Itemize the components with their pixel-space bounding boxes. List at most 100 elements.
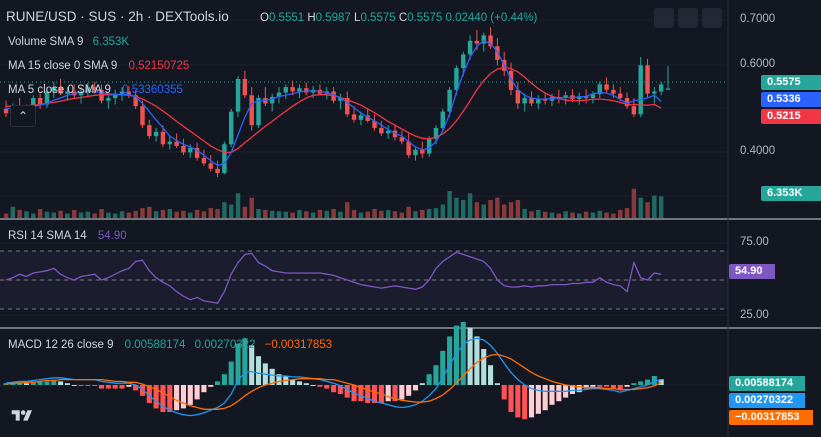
candle-body <box>290 87 295 92</box>
candle-body <box>604 84 609 90</box>
volume-bar <box>413 211 418 218</box>
volume-bar <box>454 197 459 218</box>
volume-bar <box>85 211 91 218</box>
candle-body <box>188 148 193 153</box>
candle-body <box>385 130 391 134</box>
volume-bar <box>331 209 336 218</box>
macd-histogram-bar <box>310 385 316 386</box>
candle-body <box>618 93 623 98</box>
ma5-legend-label: MA 5 close 0 SMA 9 <box>8 84 111 96</box>
signal-tag: 0.00270322 <box>729 393 805 408</box>
candle-body <box>529 98 534 104</box>
macd-histogram-bar <box>556 385 562 402</box>
volume-bar <box>228 204 234 218</box>
volume-bar <box>304 211 309 218</box>
candle-body <box>351 114 357 120</box>
volume-bar <box>215 209 220 218</box>
candle-body <box>447 89 452 112</box>
chart-fullscreen-button[interactable] <box>678 8 698 28</box>
volume-bar <box>269 210 275 218</box>
candle-body <box>365 115 370 121</box>
macd-histogram-bar <box>604 385 610 387</box>
macd-histogram-bar <box>638 381 644 385</box>
symbol-title[interactable]: RUNE/USD · SUS · 2h · DEXTools.io <box>6 9 229 24</box>
macd-histogram-bar <box>460 322 466 385</box>
ma5-legend[interactable]: MA 5 close 0 SMA 9 0.53360355 <box>8 83 183 97</box>
close-label: C <box>398 12 408 24</box>
ma5-price-tag: 0.5336 <box>761 92 821 107</box>
macd-legend-label: MACD 12 26 close 9 <box>8 339 114 351</box>
tradingview-logo[interactable] <box>10 408 34 424</box>
macd-histogram-bar <box>44 381 50 385</box>
ma15-legend-label: MA 15 close 0 SMA 9 <box>8 60 118 72</box>
macd-histogram-bar <box>235 343 241 385</box>
candle-body <box>638 65 643 115</box>
rsi-tick-label: 75.00 <box>740 236 769 248</box>
candle-body <box>481 35 486 44</box>
volume-legend-value: 6.353K <box>92 36 130 48</box>
volume-bar <box>420 209 425 218</box>
candle-body <box>379 127 384 134</box>
macd-legend[interactable]: MACD 12 26 close 9 0.00588174 0.00270322… <box>8 338 332 352</box>
candle-body <box>201 157 207 164</box>
macd-legend-v2: 0.00270322 <box>194 339 256 351</box>
volume-bar <box>201 211 207 218</box>
volume-bar <box>440 204 446 218</box>
macd-histogram-bar <box>242 338 248 385</box>
macd-histogram-bar <box>501 385 507 400</box>
candle-body <box>624 98 630 107</box>
macd-histogram-bar <box>392 385 398 402</box>
volume-bar <box>563 211 568 218</box>
candle-body <box>256 98 261 126</box>
macd-histogram-bar <box>569 385 576 394</box>
macd-histogram-bar <box>139 385 146 396</box>
volume-bar <box>365 211 370 218</box>
macd-histogram-bar <box>617 385 623 391</box>
volume-bars <box>3 188 664 218</box>
macd-histogram-bar <box>344 385 350 398</box>
macd-histogram-bar <box>453 325 459 385</box>
macd-histogram-bar <box>105 385 111 389</box>
candle-body <box>140 106 145 126</box>
volume-bar <box>72 209 77 218</box>
volume-bar <box>51 212 56 218</box>
candle-body <box>542 99 548 101</box>
macd-histogram-bar <box>535 385 541 414</box>
ma15-price-tag: 0.5215 <box>761 109 821 124</box>
macd-histogram-bar <box>51 379 57 385</box>
candle-body <box>133 95 138 107</box>
ma15-legend[interactable]: MA 15 close 0 SMA 9 0.52150725 <box>8 59 189 73</box>
volume-bar <box>58 210 63 218</box>
candle-body <box>461 54 466 69</box>
macd-histogram-bar <box>631 383 637 385</box>
volume-bar <box>611 213 616 218</box>
macd-histogram-bar <box>474 336 480 385</box>
candle-body <box>37 98 43 105</box>
chart-snapshot-button[interactable] <box>702 8 722 28</box>
collapse-legend-button[interactable]: ⌃ <box>10 105 36 127</box>
volume-bar <box>174 211 179 218</box>
macd-histogram-bar <box>337 385 343 394</box>
volume-bar <box>92 213 97 218</box>
volume-bar <box>283 211 289 218</box>
macd-histogram-bar <box>433 365 439 385</box>
macd-line <box>5 337 662 417</box>
volume-bar <box>379 210 384 218</box>
volume-bar <box>549 212 555 218</box>
candle-body <box>276 92 282 97</box>
macd-histogram-bar <box>133 385 139 391</box>
chart-settings-button[interactable] <box>654 8 674 28</box>
volume-bar <box>133 210 138 218</box>
close-value: 0.5575 <box>407 12 443 24</box>
volume-bar <box>188 212 193 218</box>
volume-bar <box>126 212 132 218</box>
volume-tag: 6.353K <box>761 186 821 201</box>
volume-bar <box>31 213 36 218</box>
rsi-legend[interactable]: RSI 14 SMA 14 54.90 <box>8 229 127 243</box>
macd-histogram-bar <box>549 385 555 405</box>
macd-histogram-bar <box>583 385 589 389</box>
volume-legend[interactable]: Volume SMA 9 6.353K <box>8 35 129 49</box>
candle-body <box>597 84 602 95</box>
macd-histogram-bar <box>406 385 412 396</box>
